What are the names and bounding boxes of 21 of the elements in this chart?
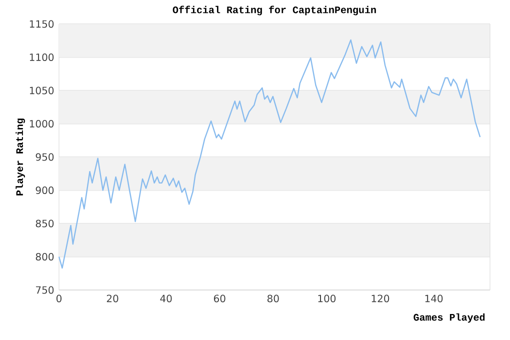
y-tick-label: 850 [36,220,54,228]
y-tick-label: 800 [36,252,54,261]
line-series [58,39,481,269]
x-tick-label: 80 [267,294,279,302]
x-tick-label: 20 [106,294,118,302]
x-axis-title: Games Played [414,313,485,323]
x-tick-label: 140 [425,294,443,302]
x-tick-label: 0 [56,294,62,302]
y-tick-label: 750 [36,286,54,294]
x-tick-label: 60 [214,294,226,302]
y-tick-label: 1050 [30,86,54,94]
y-tick-label: 1100 [30,53,54,62]
chart-title: Official Rating for CaptainPenguin [172,6,376,16]
x-tick-label: 40 [160,294,172,302]
y-tick-label: 1000 [30,120,54,128]
y-axis-title: Player Rating [16,118,26,196]
y-tick-label: 1150 [30,20,54,28]
x-tick-label: 100 [318,294,336,302]
y-tick-label: 950 [36,153,54,161]
x-tick-label: 120 [372,294,390,302]
y-tick-label: 900 [36,186,54,194]
